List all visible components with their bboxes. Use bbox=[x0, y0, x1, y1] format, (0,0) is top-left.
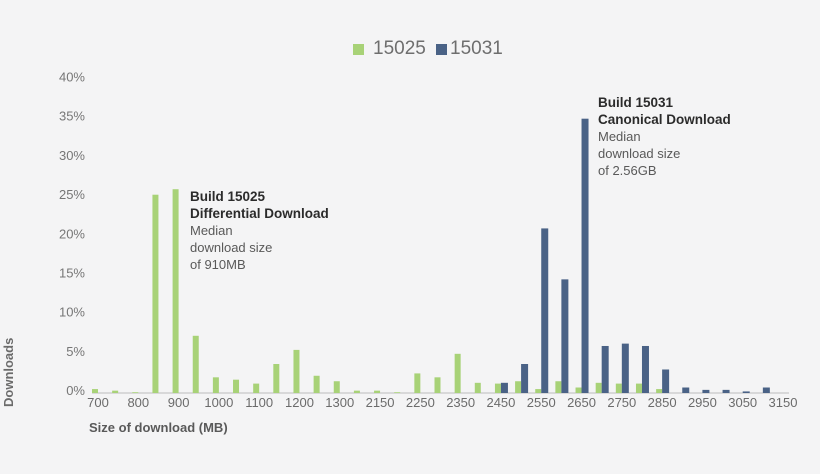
svg-text:1200: 1200 bbox=[285, 395, 314, 410]
svg-text:2850: 2850 bbox=[648, 395, 677, 410]
svg-text:5%: 5% bbox=[66, 344, 85, 359]
svg-text:30%: 30% bbox=[59, 148, 85, 163]
svg-text:20%: 20% bbox=[59, 226, 85, 241]
svg-text:1100: 1100 bbox=[245, 395, 273, 410]
svg-text:700: 700 bbox=[87, 395, 109, 410]
svg-text:2250: 2250 bbox=[406, 395, 435, 410]
svg-text:2450: 2450 bbox=[486, 395, 515, 410]
svg-text:2550: 2550 bbox=[527, 395, 556, 410]
svg-text:2750: 2750 bbox=[607, 395, 636, 410]
svg-text:900: 900 bbox=[168, 395, 190, 410]
svg-text:2650: 2650 bbox=[567, 395, 596, 410]
svg-text:1000: 1000 bbox=[204, 395, 233, 410]
svg-text:3050: 3050 bbox=[728, 395, 757, 410]
svg-text:0%: 0% bbox=[66, 383, 85, 398]
svg-text:800: 800 bbox=[127, 395, 149, 410]
svg-text:1300: 1300 bbox=[325, 395, 354, 410]
svg-text:2350: 2350 bbox=[446, 395, 475, 410]
svg-text:40%: 40% bbox=[59, 70, 85, 85]
svg-text:15%: 15% bbox=[59, 265, 85, 280]
svg-text:25%: 25% bbox=[59, 187, 85, 202]
svg-text:3150: 3150 bbox=[769, 395, 798, 410]
svg-text:35%: 35% bbox=[59, 109, 85, 124]
svg-text:2150: 2150 bbox=[366, 395, 395, 410]
svg-text:10%: 10% bbox=[59, 305, 85, 320]
svg-text:2950: 2950 bbox=[688, 395, 717, 410]
